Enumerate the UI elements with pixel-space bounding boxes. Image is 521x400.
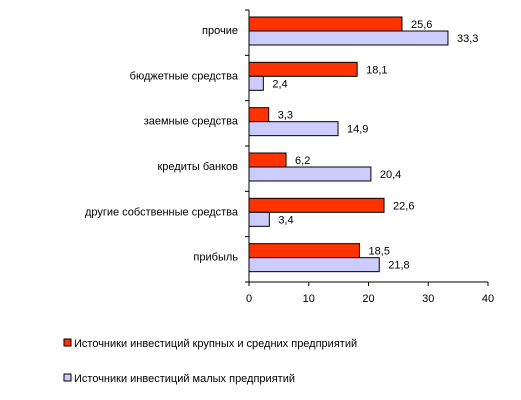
bar-s1-4 [248,152,287,168]
bar-s2-3 [248,121,339,137]
x-tick-label-2: 20 [362,293,374,305]
value-label-s1-3: 3,3 [278,110,293,122]
value-label-s2-1: 33,3 [457,33,478,45]
x-tick-label-3: 30 [422,293,434,305]
value-label-s1-6: 18,5 [369,246,390,258]
category-label-5: другие собственные средства [85,206,239,218]
bar-s1-5 [248,197,385,213]
legend-swatch-2 [63,373,72,382]
category-label-3: заемные средства [144,116,239,128]
bar-s2-5 [248,211,270,227]
value-label-s2-3: 14,9 [347,124,368,136]
value-label-s1-4: 6,2 [295,155,310,167]
category-label-2: бюджетные средства [130,70,239,82]
bar-s2-4 [248,166,372,182]
category-label-1: прочие [202,25,238,37]
bar-s1-6 [248,243,361,259]
category-label-4: кредиты банков [157,161,238,173]
x-tick-label-4: 40 [482,293,494,305]
category-label-6: прибыль [193,252,238,264]
value-label-s1-1: 25,6 [411,19,432,31]
value-label-s2-6: 21,8 [388,260,409,272]
value-label-s2-4: 20,4 [380,169,401,181]
value-label-s1-5: 22,6 [393,200,414,212]
x-tick-label-1: 10 [303,293,315,305]
bar-s2-2 [248,75,264,91]
value-label-s1-2: 18,1 [366,64,387,76]
legend-swatch-1 [63,338,72,347]
bar-s2-1 [248,30,449,46]
bar-s2-6 [248,257,380,273]
legend-label-2: Источники инвестиций малых предприятий [74,373,295,385]
bar-s1-3 [248,107,270,123]
bar-s1-1 [248,16,403,32]
bar-s1-2 [248,61,358,77]
x-tick-label-0: 0 [246,293,252,305]
value-label-s2-5: 3,4 [278,214,293,226]
value-label-s2-2: 2,4 [272,78,287,90]
legend-label-1: Источники инвестиций крупных и средних п… [74,338,357,350]
